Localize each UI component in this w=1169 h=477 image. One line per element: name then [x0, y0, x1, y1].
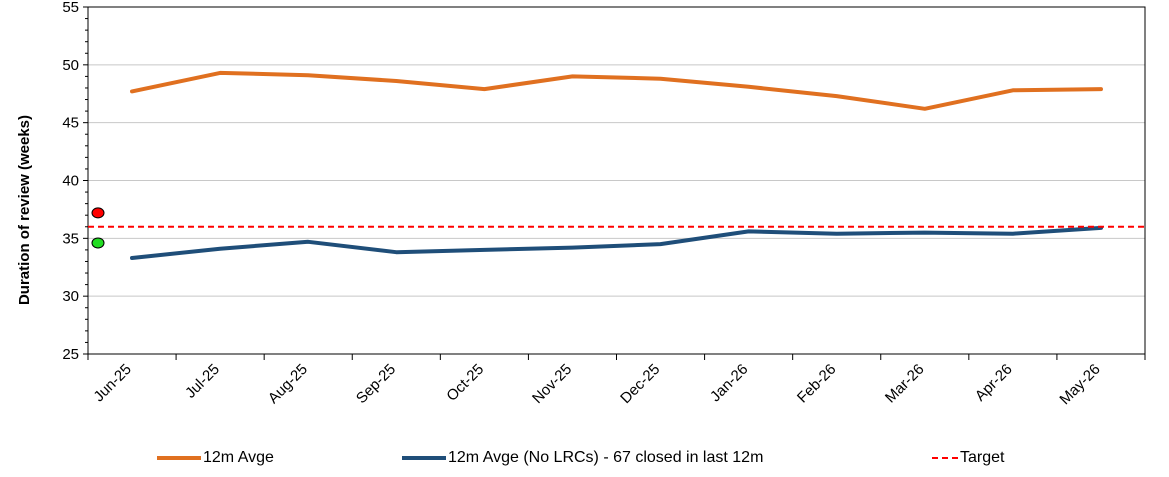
y-tick-label: 35: [62, 230, 79, 247]
x-tick-label: May-26: [1056, 361, 1103, 408]
y-tick-label: 30: [62, 288, 79, 305]
legend-swatch-12m-avge-no-lrcs: [402, 456, 446, 460]
x-tick-label: Aug-25: [265, 361, 311, 407]
legend-swatch-target: [932, 457, 958, 459]
x-tick-label: Sep-25: [353, 361, 399, 407]
series-line-1: [130, 225, 1103, 260]
x-tick-labels: Jun-25 Jul-25 Aug-25 Sep-25 Oct-25 Nov-25 Dec-…: [90, 361, 1103, 408]
line-chart: 25 30 35 40 45 50 55 Jun-25 Jul-25 Aug-25 Sep-25 O…: [16, 0, 1146, 408]
legend-label-12m-avge-no-lrcs: 12m Avge (No LRCs) - 67 closed in last 1…: [448, 449, 764, 466]
x-tick-label: Apr-26: [972, 361, 1016, 405]
y-tick-label: 55: [62, 0, 79, 16]
x-tick-label: Jul-25: [182, 361, 223, 402]
x-tick-label: Dec-25: [617, 361, 663, 407]
y-tick-label: 25: [62, 346, 79, 363]
legend-label-target: Target: [960, 449, 1005, 466]
series-line-0: [130, 70, 1103, 111]
legend-item-12m-avge-no-lrcs: 12m Avge (No LRCs) - 67 closed in last 1…: [402, 446, 763, 470]
x-tick-label: Jun-25: [90, 361, 134, 405]
gridlines: [88, 6, 1145, 297]
x-tick-label: Feb-26: [794, 361, 840, 407]
x-tick-label: Nov-25: [529, 361, 575, 407]
y-tick-label: 50: [62, 57, 79, 74]
legend-item-target: Target: [932, 446, 1004, 470]
series-lines: [88, 70, 1145, 260]
legend-swatch-12m-avge: [157, 456, 201, 460]
y-tick-labels: 25 30 35 40 45 50 55: [62, 0, 79, 363]
status-marker-1: [91, 237, 105, 249]
legend-label-12m-avge: 12m Avge: [203, 449, 274, 466]
x-tick-label: Mar-26: [882, 361, 928, 407]
x-tick-label: Jan-26: [707, 361, 751, 405]
y-axis-label: Duration of review (weeks): [16, 115, 33, 305]
legend-item-12m-avge: 12m Avge: [157, 446, 274, 470]
legend: 12m Avge 12m Avge (No LRCs) - 67 closed …: [0, 446, 1169, 470]
x-tick-label: Oct-25: [443, 361, 487, 405]
status-marker-0: [91, 207, 105, 219]
y-tick-label: 45: [62, 115, 79, 132]
status-markers: [91, 207, 105, 249]
y-tick-label: 40: [62, 173, 79, 190]
axes: [83, 6, 1146, 360]
